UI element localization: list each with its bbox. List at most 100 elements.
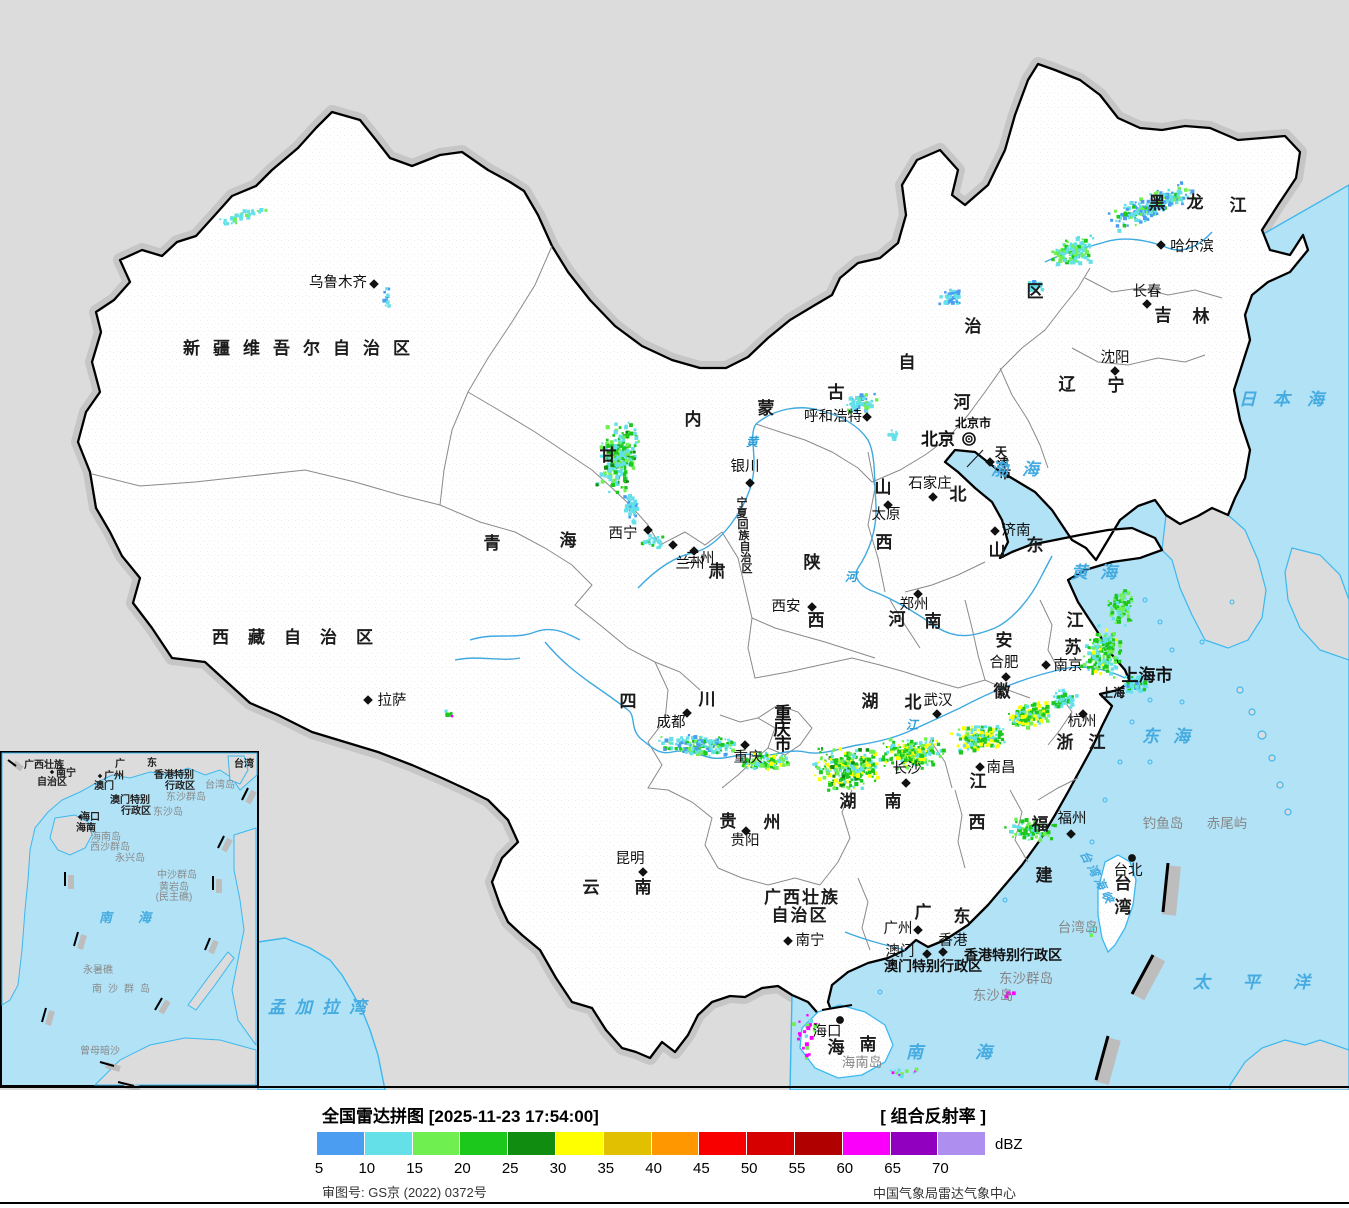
radar-echo	[977, 745, 980, 749]
radar-echo	[875, 762, 879, 766]
radar-echo	[846, 759, 849, 762]
radar-echo	[738, 749, 741, 753]
radar-echo	[998, 741, 1002, 745]
radar-echo	[712, 746, 715, 749]
radar-echo	[848, 758, 852, 763]
radar-echo	[1029, 825, 1033, 830]
legend-tick: 40	[645, 1160, 662, 1177]
radar-echo	[1015, 825, 1018, 828]
radar-echo	[626, 446, 629, 449]
radar-echo	[1130, 212, 1135, 216]
radar-echo	[862, 759, 866, 763]
radar-echo	[923, 737, 928, 741]
map-label-sea: 黄海	[1071, 563, 1129, 582]
map-label-city: 南京	[1054, 657, 1083, 674]
radar-echo	[864, 393, 868, 397]
city-marker	[689, 546, 699, 556]
radar-echo	[953, 297, 956, 300]
radar-echo	[989, 734, 993, 738]
radar-echo	[832, 779, 835, 782]
radar-echo	[1039, 719, 1044, 724]
map-label-sea: 渤海	[991, 460, 1053, 479]
radar-echo	[1095, 652, 1100, 656]
radar-echo	[1060, 695, 1064, 698]
radar-echo	[832, 748, 836, 751]
radar-echo	[1120, 606, 1125, 611]
radar-echo	[690, 751, 694, 756]
radar-echo	[1134, 201, 1137, 204]
radar-echo	[720, 742, 725, 747]
radar-echo	[984, 725, 988, 729]
radar-echo	[1127, 617, 1131, 622]
radar-echo	[1061, 688, 1065, 693]
radar-echo	[676, 738, 681, 743]
radar-echo	[1110, 667, 1115, 671]
radar-echo	[640, 541, 645, 546]
map-label-prov: 浙	[1057, 732, 1074, 752]
radar-echo	[759, 763, 764, 768]
radar-echo	[1098, 644, 1102, 648]
radar-echo	[617, 450, 621, 453]
legend-swatch	[412, 1132, 460, 1155]
radar-echo	[956, 294, 961, 299]
radar-echo	[1018, 832, 1022, 836]
inset-label-ins: 香港特别	[154, 768, 194, 781]
radar-echo	[626, 496, 630, 501]
radar-echo	[965, 732, 970, 737]
radar-echo	[634, 436, 639, 440]
map-label-prov: 内	[685, 409, 702, 429]
radar-echo	[1129, 605, 1132, 608]
radar-echo	[849, 784, 853, 788]
radar-echo	[1089, 234, 1092, 238]
radar-echo	[780, 754, 783, 757]
radar-echo	[623, 476, 627, 481]
radar-echo	[631, 519, 635, 524]
radar-echo	[1140, 209, 1145, 214]
legend-swatch	[555, 1132, 603, 1155]
radar-echo	[763, 757, 766, 760]
radar-echo	[928, 759, 931, 763]
radar-echo	[1015, 820, 1018, 824]
radar-echo	[625, 458, 629, 463]
radar-echo	[684, 750, 689, 754]
radar-echo	[941, 748, 946, 753]
radar-echo	[1150, 202, 1154, 206]
radar-echo	[259, 209, 262, 212]
radar-echo	[1114, 607, 1118, 610]
radar-echo	[863, 753, 867, 757]
radar-echo	[1132, 205, 1136, 209]
radar-echo	[1003, 741, 1006, 744]
radar-echo	[840, 758, 845, 763]
radar-echo	[1108, 635, 1112, 640]
map-label-sea: 日本海	[1239, 390, 1341, 409]
radar-echo	[1119, 649, 1123, 653]
city-marker	[1041, 660, 1051, 670]
radar-echo	[1124, 592, 1127, 595]
radar-echo	[627, 502, 630, 505]
radar-echo	[610, 451, 614, 455]
radar-echo	[607, 475, 612, 479]
radar-echo	[955, 300, 958, 303]
radar-echo	[699, 752, 702, 756]
map-label-sea: 太平洋	[1192, 973, 1343, 992]
map-label-city: 杭州	[1068, 713, 1097, 730]
radar-echo	[1112, 676, 1116, 679]
radar-echo	[619, 440, 623, 445]
radar-echo	[899, 1074, 904, 1079]
map-label-vsm: 夏	[737, 507, 749, 520]
radar-echo	[1161, 208, 1165, 212]
radar-echo	[947, 299, 950, 303]
radar-echo	[643, 540, 648, 545]
radar-echo	[1115, 219, 1118, 223]
map-label-vsm: 治	[741, 550, 752, 564]
radar-echo	[1111, 617, 1115, 621]
map-label-munsm: 天	[995, 445, 1008, 459]
radar-echo	[1109, 639, 1112, 642]
radar-echo	[696, 741, 701, 746]
radar-echo	[848, 396, 853, 401]
radar-echo	[923, 744, 928, 749]
radar-echo	[1089, 933, 1093, 937]
radar-echo	[621, 451, 626, 456]
radar-echo	[634, 441, 638, 445]
radar-echo	[1145, 211, 1148, 214]
